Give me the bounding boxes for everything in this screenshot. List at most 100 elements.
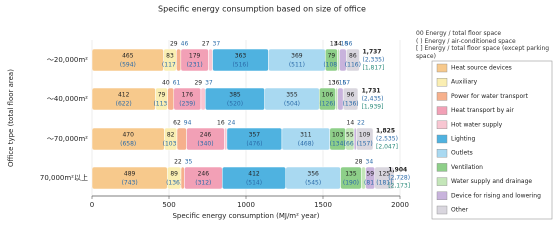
ac-label: (516) — [232, 62, 248, 69]
value-label: 13 — [328, 80, 336, 87]
ac-label: (658) — [120, 141, 136, 148]
value-label: 176 — [182, 92, 194, 99]
legend-label: Heat transport by air — [451, 107, 514, 114]
value-label: 83 — [166, 53, 174, 60]
ac-label: 22 — [357, 120, 365, 127]
bar-segment — [335, 87, 338, 111]
value-label: 79 — [158, 92, 166, 99]
total-ac-label: (2,335) — [362, 57, 384, 64]
legend-swatch — [436, 106, 448, 115]
x-tick-label: 1000 — [237, 201, 255, 209]
value-label: 125 — [379, 171, 391, 178]
value-label: 44 — [334, 41, 342, 48]
legend-label: Water supply and drainage — [451, 178, 532, 185]
legend-label: Ventilation — [451, 164, 483, 171]
bar-segment — [342, 87, 359, 111]
legend-swatch — [436, 120, 448, 130]
y-tick-label: ～20,000m² — [47, 56, 88, 64]
total-ex-label: [2,047] — [376, 144, 398, 151]
legend-label: Auxiliary — [451, 79, 478, 86]
x-tick-label: 0 — [90, 201, 94, 209]
ac-label: 37 — [205, 80, 213, 87]
value-label: 79 — [328, 53, 336, 60]
legend-swatch — [436, 134, 448, 144]
value-label: 29 — [170, 41, 178, 48]
ac-label: 37 — [213, 41, 221, 48]
legend-label: Hot water supply — [451, 121, 503, 128]
chart: Specific energy consumption based on siz… — [7, 5, 553, 220]
ac-label: (157) — [357, 141, 373, 148]
value-label: 16 — [217, 120, 225, 127]
ac-label: (136) — [342, 101, 358, 108]
total-ex-label: [1,817] — [362, 65, 384, 72]
y-axis-title: Office type (total floor area) — [7, 69, 15, 167]
value-label: 246 — [200, 132, 212, 139]
ac-label: (231) — [187, 62, 203, 69]
total-ex-label: [1,939] — [362, 104, 384, 111]
legend-label: Device for rising and lowering — [451, 192, 541, 199]
ac-label: (66) — [344, 141, 356, 148]
legend-swatch — [436, 205, 448, 215]
value-label: 27 — [202, 41, 210, 48]
value-label: 470 — [122, 132, 134, 139]
bar-segment — [224, 127, 228, 151]
value-label: 13 — [330, 41, 338, 48]
ac-label: (117) — [162, 62, 178, 69]
bar-segment — [200, 87, 206, 111]
bar-segment — [337, 48, 340, 72]
value-label: 89 — [170, 171, 178, 178]
y-tick-label: ～40,000m² — [47, 95, 88, 103]
total-ac-label: (2,728) — [388, 175, 410, 182]
value-label: 22 — [174, 159, 182, 166]
legend-label: Power for water transport — [451, 93, 529, 100]
ac-label: 35 — [185, 159, 193, 166]
value-label: 179 — [189, 53, 201, 60]
ac-label: (622) — [116, 101, 132, 108]
ac-label: 18 — [340, 41, 348, 48]
total-label: 1,737 — [362, 49, 381, 56]
value-label: 36 — [332, 80, 340, 87]
legend-swatch — [436, 163, 448, 172]
value-label: 82 — [167, 132, 175, 139]
value-label: 109 — [359, 132, 371, 139]
value-label: 357 — [249, 132, 261, 139]
bar-segment — [374, 166, 395, 190]
ac-label: 57 — [342, 80, 350, 87]
bar-segment — [208, 48, 213, 72]
value-label: 489 — [124, 171, 136, 178]
ac-label: (743) — [122, 180, 138, 187]
total-label: 1,904 — [388, 167, 407, 174]
ac-label: 61 — [173, 80, 181, 87]
value-label: 135 — [345, 171, 357, 178]
bar-segment — [346, 48, 360, 72]
legend-note: 00 Energy / total floor space — [416, 30, 502, 37]
x-axis-title: Specific energy consumption (MJ/m² year) — [172, 212, 319, 220]
legend-note: [ ] Energy / total floor space (except p… — [416, 45, 550, 60]
ac-label: 56 — [345, 41, 353, 48]
ac-label: (511) — [289, 62, 305, 69]
value-label: 412 — [118, 92, 130, 99]
legend-swatch — [436, 148, 448, 158]
bar-segment — [180, 166, 185, 190]
value-label: 40 — [162, 80, 170, 87]
ac-label: (126) — [319, 101, 335, 108]
value-label: 356 — [307, 171, 319, 178]
bar-segment — [176, 48, 182, 72]
ac-label: (312) — [195, 180, 211, 187]
value-label: 465 — [122, 53, 134, 60]
chart-title: Specific energy consumption based on siz… — [158, 5, 366, 14]
ac-label: (545) — [305, 180, 321, 187]
value-label: 246 — [198, 171, 210, 178]
legend-label: Lighting — [451, 136, 475, 143]
bar-segment — [176, 127, 187, 151]
legend-notes: 00 Energy / total floor space( ) Energy … — [416, 30, 552, 60]
legend-label: Other — [451, 207, 469, 214]
value-label: 412 — [248, 171, 260, 178]
page: Specific energy consumption based on siz… — [7, 5, 553, 220]
ac-label: (468) — [298, 141, 314, 148]
ac-label: 16 — [339, 80, 347, 87]
bar-segment — [167, 87, 175, 111]
ac-label: (504) — [284, 101, 300, 108]
value-label: 106 — [322, 92, 334, 99]
value-label: 369 — [291, 53, 303, 60]
